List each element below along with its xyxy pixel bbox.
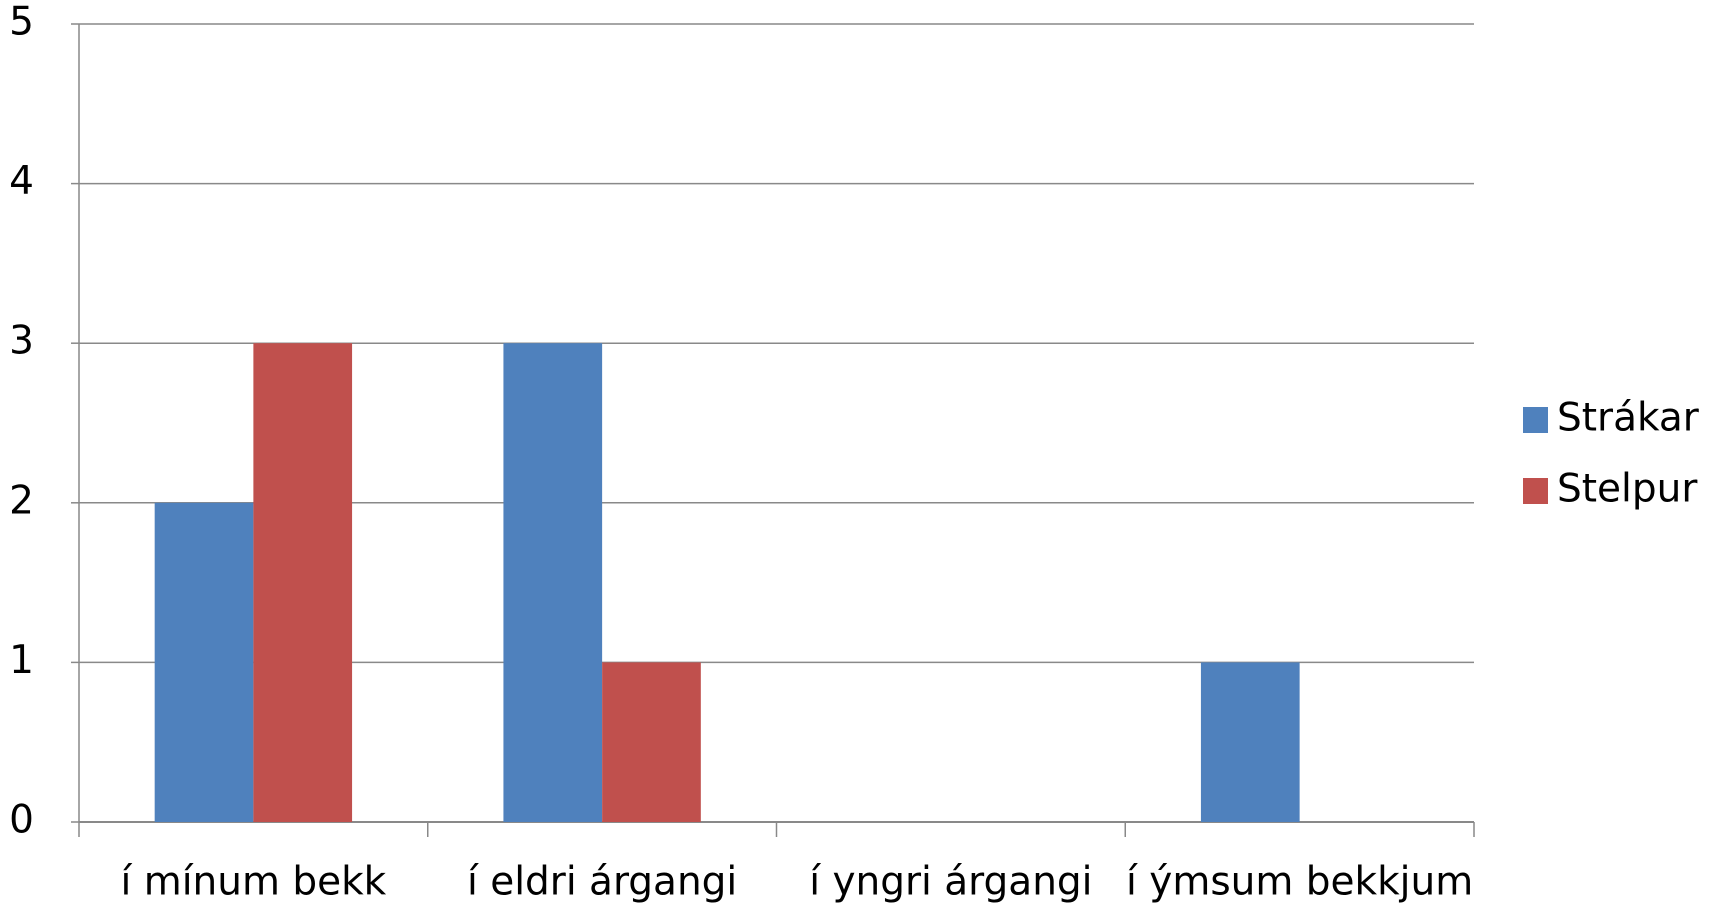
- bar: [253, 343, 353, 822]
- y-tick-label: 2: [9, 478, 34, 523]
- legend-label: Strákar: [1557, 396, 1700, 441]
- y-tick-label: 4: [9, 159, 34, 204]
- x-tick-label: í ýmsum bekkjum: [1126, 860, 1473, 905]
- x-tick-label: í yngri árgangi: [809, 860, 1092, 905]
- legend-label: Stelpur: [1557, 467, 1698, 512]
- bar: [503, 343, 603, 822]
- y-tick-label: 3: [9, 319, 34, 364]
- x-tick-label: í eldri árgangi: [467, 860, 737, 905]
- y-tick-label: 0: [9, 798, 34, 843]
- bar: [154, 502, 254, 822]
- legend-swatch: [1523, 407, 1548, 433]
- x-tick-label: í mínum bekk: [120, 860, 386, 905]
- y-tick-label: 5: [9, 0, 34, 45]
- bar: [1200, 662, 1300, 822]
- legend-swatch: [1523, 478, 1548, 504]
- bar: [602, 662, 701, 822]
- y-tick-label: 1: [9, 638, 34, 683]
